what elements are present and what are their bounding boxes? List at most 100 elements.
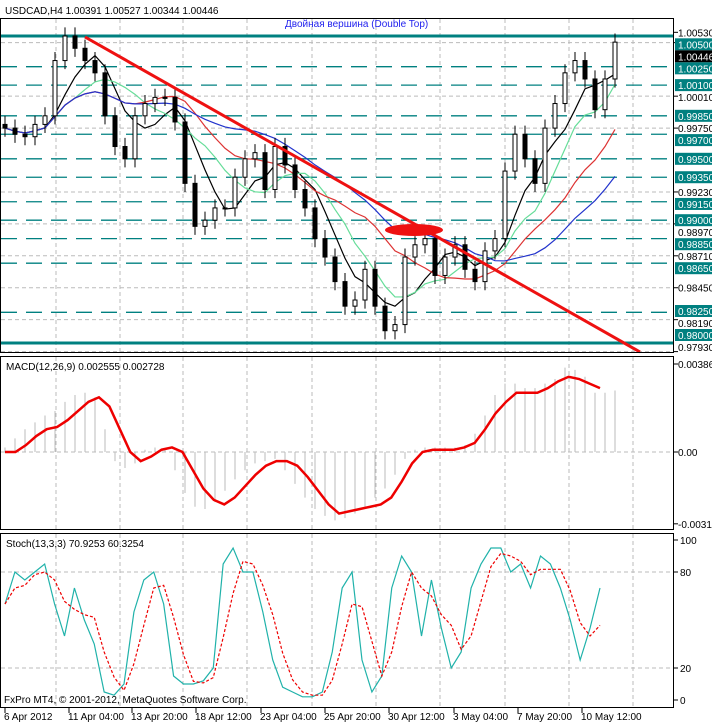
level-label: 0.98850 [678,240,712,251]
level-label: 0.99000 [678,216,712,227]
candle-body [462,244,468,270]
candle-body [542,127,548,184]
price-label: 1.00010 [678,93,712,104]
candle-body [52,60,58,117]
candle-body [292,164,298,191]
candle-body [342,281,348,307]
candle-body [602,78,608,111]
time-label: 7 May 20:00 [517,712,572,723]
level-label: 0.98650 [678,264,712,275]
candle-body [32,123,38,138]
stoch-axis-label: 0 [680,696,686,707]
level-label-box [675,38,712,51]
candle-body [272,146,278,191]
candle-body [322,238,328,258]
candle-body [552,103,558,129]
candle-body [352,299,358,307]
macd-axis-label: 0.00 [678,448,698,459]
level-label: 0.99150 [678,200,712,211]
price-label: 0.99230 [678,188,712,199]
time-label: 10 May 12:00 [581,712,642,723]
level-label-box [675,214,712,227]
candle-body [132,115,138,160]
candle-body [252,152,258,160]
candle-body [212,207,218,221]
candle-body [172,96,178,123]
candle-body [12,127,18,135]
macd-label: MACD(12,26,9) 0.002555 0.002728 [6,362,165,373]
candle-body [302,189,308,209]
candle-body [232,176,238,209]
candle-body [72,35,78,49]
candle-body [522,133,528,160]
current-price-box [675,50,712,63]
level-label: 1.00250 [678,64,712,75]
candle-body [152,96,158,105]
level-label: 0.99350 [678,173,712,184]
time-label: 13 Apr 20:00 [131,712,188,723]
candle-body [442,256,448,276]
candle-body [572,60,578,74]
candles [2,27,618,340]
level-label: 0.99700 [678,136,712,147]
candle-body [582,60,588,80]
pattern-annotation: Двойная вершина (Double Top) [285,19,428,30]
level-label: 1.00500 [678,40,712,51]
candle-body [532,158,538,184]
time-label: 18 Apr 12:00 [195,712,252,723]
candle-body [502,170,508,240]
candle-body [452,244,458,258]
panel-frames [0,18,674,708]
macd-signal-line [5,375,601,515]
candle-body [42,115,48,125]
stoch-axis-label: 100 [680,536,697,547]
candle-body [62,35,68,62]
macd-axis-label: -0.00315 [678,520,712,531]
level-label: 0.99500 [678,155,712,166]
candle-body [422,238,428,246]
double-top-marker [385,224,443,236]
stoch-axis-label: 20 [680,664,692,675]
candle-body [562,72,568,105]
horizontal-levels [1,34,673,345]
price-label: 0.98970 [678,228,712,239]
candle-body [182,121,188,184]
stoch-panel [1,546,673,698]
time-label: 3 May 04:00 [453,712,508,723]
level-label-box [675,134,712,147]
level-label-box [675,197,712,210]
candle-body [162,96,168,99]
candle-body [472,268,478,283]
candle-body [432,238,438,276]
price-label: 0.98190 [678,319,712,330]
level-label: 0.98000 [678,331,712,342]
candle-body [2,123,8,129]
candle-body [92,60,98,74]
candle-body [192,182,198,227]
price-label: 0.98710 [678,252,712,263]
candle-body [112,115,118,148]
price-label: 0.98450 [678,284,712,295]
grid [1,19,673,708]
level-label-box [675,329,712,341]
candle-body [392,324,398,332]
candle-body [262,152,268,191]
price-label: 1.00446 [678,52,712,63]
candle-body [612,41,618,80]
axes: 6 Apr 2012 11 Apr 04:00 13 Apr 20:00 18 Apr… [4,28,712,723]
candle-body [242,158,248,178]
time-label: 6 Apr 2012 [4,712,53,723]
ma-green-line [4,78,616,298]
level-label: 0.98250 [678,307,712,318]
price-label: 1.00530 [678,28,712,39]
time-label: 30 Apr 12:00 [388,712,445,723]
symbol-info: USDCAD,H4 1.00391 1.00527 1.00344 1.0044… [5,6,219,17]
level-label-box [675,79,712,92]
trend-line[interactable] [84,35,641,354]
stoch-main-line [4,546,601,698]
candle-body [312,207,318,240]
candle-body [362,268,368,301]
moving-averages [4,54,616,307]
level-label-box [675,262,712,275]
